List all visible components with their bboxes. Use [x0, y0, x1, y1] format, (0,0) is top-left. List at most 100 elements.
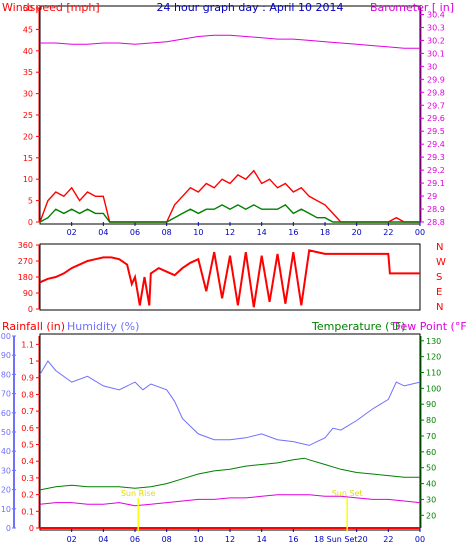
- compass-label: S: [436, 272, 442, 283]
- top-x-tick-label: 20: [352, 228, 362, 237]
- barometer-tick-label: 28.9: [427, 205, 445, 214]
- humidity-axis: 0 10 20 30 40 50 60 70 80 90 100: [0, 332, 16, 533]
- windspeed-axis-title: Windspeed [mph]: [2, 1, 100, 14]
- rainfall-axis-title: Rainfall (in): [2, 320, 65, 333]
- barometer-tick-label: 29.7: [427, 101, 445, 110]
- humidity-tick-label: 80: [1, 370, 11, 379]
- sun-marker-label: Sun Rise: [121, 489, 156, 498]
- rainfall-tick-label: 1.1: [21, 340, 34, 349]
- windspeed-tick-label: 5: [28, 197, 33, 206]
- rainfall-tick-label: 0.5: [21, 441, 34, 450]
- bottom-x-tick-label: 12: [225, 535, 235, 544]
- top-x-tick-label: 22: [383, 228, 393, 237]
- humidity-tick-label: 40: [1, 447, 11, 456]
- chart-title: 24 hour graph day : April 10 2014: [157, 1, 344, 14]
- bottom-x-tick-label: 10: [193, 535, 203, 544]
- wind-baro-series: [39, 34, 420, 223]
- humidity-tick-label: 10: [1, 505, 11, 514]
- windspeed-tick-label: 35: [23, 68, 33, 77]
- rain-hum-temp-series: Sun Rise Sun Set: [39, 360, 421, 531]
- direction-tick-label: 360: [18, 241, 33, 250]
- compass-label: W: [436, 257, 446, 268]
- bottom-x-tick-label: 08: [162, 535, 172, 544]
- bottom-x-tick-label: 04: [98, 535, 108, 544]
- direction-tick-label: 270: [18, 257, 33, 266]
- rainfall-tick-label: 0.1: [21, 507, 34, 516]
- direction-tick-label: 180: [18, 273, 33, 282]
- bottom-x-tick-label: 02: [67, 535, 77, 544]
- temperature-tick-label: 110: [426, 368, 441, 377]
- temperature-tick-label: 80: [426, 416, 436, 425]
- top-x-tick-label: 04: [98, 228, 108, 237]
- wind-direction-axis: 0 90 180 270 360: [18, 241, 40, 314]
- direction-tick-label: 90: [23, 289, 33, 298]
- dewpoint-axis-title: Dew Point (°F): [392, 320, 466, 333]
- barometer-tick-label: 30.3: [427, 23, 445, 32]
- bottom-x-tick-label: 16: [288, 535, 298, 544]
- series-humidity: [39, 360, 421, 446]
- rainfall-tick-label: 1: [29, 357, 34, 366]
- temperature-tick-label: 30: [426, 495, 436, 504]
- bottom-x-tick-label: 22: [383, 535, 393, 544]
- rainfall-axis: 0 0.1 0.2 0.3 0.4 0.5 0.6 0.7 0.8 0.9 1 1.1: [21, 336, 40, 533]
- sun-marker-label: Sun Set: [332, 489, 363, 498]
- barometer-axis: 28.8 28.9 29 29.1 29.2 29.3 29.4 29.5 29.6 29.7 29…: [420, 8, 445, 227]
- windspeed-axis: 0 5 10 15 20 25 30 35 40 45 50: [23, 4, 40, 227]
- humidity-tick-label: 60: [1, 409, 11, 418]
- barometer-tick-label: 29.9: [427, 75, 445, 84]
- series-dew: [39, 494, 421, 507]
- temperature-tick-label: 130: [426, 337, 441, 346]
- windspeed-tick-label: 15: [23, 154, 33, 163]
- temperature-tick-label: 50: [426, 464, 436, 473]
- barometer-axis-title: Barometer [ in]: [370, 1, 454, 14]
- windspeed-tick-label: 10: [23, 175, 33, 184]
- temperature-tick-label: 40: [426, 480, 436, 489]
- top-x-tick-label: 08: [162, 228, 172, 237]
- series-temperature: [39, 457, 420, 491]
- temperature-tick-label: 70: [426, 432, 436, 441]
- bottom-x-tick-label: 14: [257, 535, 267, 544]
- top-x-tick-label: 10: [193, 228, 203, 237]
- wind-direction-series: [39, 249, 420, 308]
- windspeed-tick-label: 40: [23, 47, 33, 56]
- barometer-tick-label: 30.2: [427, 36, 445, 45]
- humidity-tick-label: 90: [1, 351, 11, 360]
- top-x-tick-label: 18: [320, 228, 330, 237]
- temperature-axis-title: Temperature (°F): [311, 320, 406, 333]
- series-barometer: [40, 34, 420, 49]
- rainfall-tick-label: 0: [29, 524, 34, 533]
- series-wind-direction: [39, 249, 420, 308]
- rain-hum-temp-plot-area: [39, 333, 421, 531]
- temperature-axis: 20 30 40 50 60 70 80 90 100 110 120 130: [420, 336, 441, 528]
- top-x-axis: 02 04 06 08 10 12 14 16 18 20 22 00: [67, 222, 425, 237]
- compass-label: E: [436, 287, 442, 298]
- barometer-tick-label: 29.6: [427, 114, 445, 123]
- windspeed-tick-label: 50: [23, 4, 33, 13]
- humidity-tick-label: 50: [1, 428, 11, 437]
- series-windspeed: [39, 169, 420, 223]
- compass-label: N: [436, 302, 443, 313]
- windspeed-tick-label: 20: [23, 132, 33, 141]
- rainfall-tick-label: 0.8: [21, 390, 34, 399]
- temperature-tick-label: 90: [426, 400, 436, 409]
- temperature-tick-label: 20: [426, 511, 436, 520]
- top-x-tick-label: 02: [67, 228, 77, 237]
- barometer-tick-label: 29.4: [427, 140, 445, 149]
- rainfall-tick-label: 0.2: [21, 491, 34, 500]
- windspeed-tick-label: 25: [23, 111, 33, 120]
- wind-baro-plot-area: [39, 5, 421, 225]
- top-x-tick-label: 14: [257, 228, 267, 237]
- humidity-axis-title: Humidity (%): [67, 320, 139, 333]
- barometer-tick-label: 30.1: [427, 49, 445, 58]
- top-x-tick-label: 12: [225, 228, 235, 237]
- rainfall-tick-label: 0.6: [21, 424, 34, 433]
- barometer-tick-label: 29.3: [427, 153, 445, 162]
- top-x-tick-label: 06: [130, 228, 140, 237]
- temperature-tick-label: 120: [426, 353, 441, 362]
- compass-label: N: [436, 242, 443, 253]
- humidity-tick-label: 70: [1, 390, 11, 399]
- top-x-tick-label: 00: [415, 228, 425, 237]
- humidity-tick-label: 20: [1, 486, 11, 495]
- humidity-tick-label: 30: [1, 466, 11, 475]
